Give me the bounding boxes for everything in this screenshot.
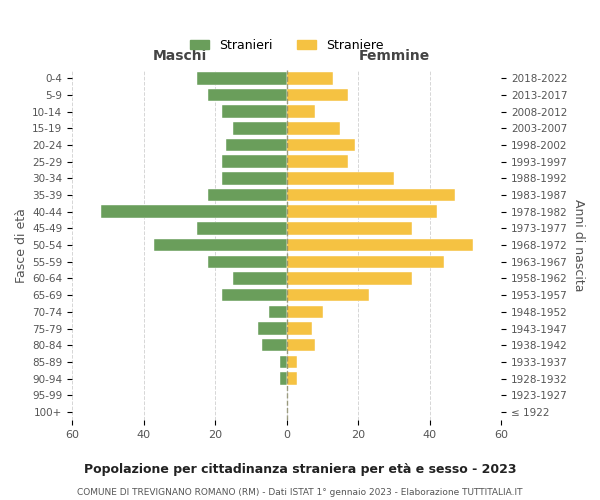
Bar bbox=[287, 372, 298, 385]
Bar bbox=[287, 172, 394, 184]
Bar bbox=[223, 106, 287, 118]
Bar bbox=[280, 356, 287, 368]
Bar bbox=[223, 289, 287, 302]
Bar bbox=[197, 72, 287, 85]
Y-axis label: Fasce di età: Fasce di età bbox=[15, 208, 28, 282]
Bar bbox=[197, 222, 287, 234]
Bar bbox=[223, 156, 287, 168]
Bar bbox=[287, 306, 323, 318]
Bar bbox=[287, 272, 412, 284]
Bar bbox=[287, 139, 355, 151]
Text: Femmine: Femmine bbox=[358, 50, 430, 64]
Bar bbox=[287, 72, 333, 85]
Bar bbox=[287, 106, 316, 118]
Bar bbox=[226, 139, 287, 151]
Bar bbox=[287, 206, 437, 218]
Bar bbox=[258, 322, 287, 335]
Bar bbox=[208, 189, 287, 202]
Bar bbox=[287, 122, 340, 134]
Y-axis label: Anni di nascita: Anni di nascita bbox=[572, 199, 585, 292]
Bar bbox=[208, 88, 287, 101]
Bar bbox=[287, 256, 444, 268]
Text: COMUNE DI TREVIGNANO ROMANO (RM) - Dati ISTAT 1° gennaio 2023 - Elaborazione TUT: COMUNE DI TREVIGNANO ROMANO (RM) - Dati … bbox=[77, 488, 523, 497]
Bar bbox=[287, 222, 412, 234]
Bar bbox=[287, 239, 473, 252]
Bar bbox=[223, 172, 287, 184]
Bar bbox=[154, 239, 287, 252]
Bar bbox=[280, 372, 287, 385]
Bar bbox=[269, 306, 287, 318]
Text: Popolazione per cittadinanza straniera per età e sesso - 2023: Popolazione per cittadinanza straniera p… bbox=[84, 462, 516, 475]
Bar bbox=[287, 289, 369, 302]
Bar bbox=[208, 256, 287, 268]
Bar bbox=[287, 322, 312, 335]
Bar bbox=[287, 356, 298, 368]
Bar bbox=[233, 122, 287, 134]
Bar bbox=[233, 272, 287, 284]
Legend: Stranieri, Straniere: Stranieri, Straniere bbox=[185, 34, 389, 57]
Bar bbox=[101, 206, 287, 218]
Bar bbox=[287, 88, 347, 101]
Bar bbox=[262, 339, 287, 351]
Bar bbox=[287, 156, 347, 168]
Text: Maschi: Maschi bbox=[152, 50, 206, 64]
Bar bbox=[287, 189, 455, 202]
Bar bbox=[287, 339, 316, 351]
